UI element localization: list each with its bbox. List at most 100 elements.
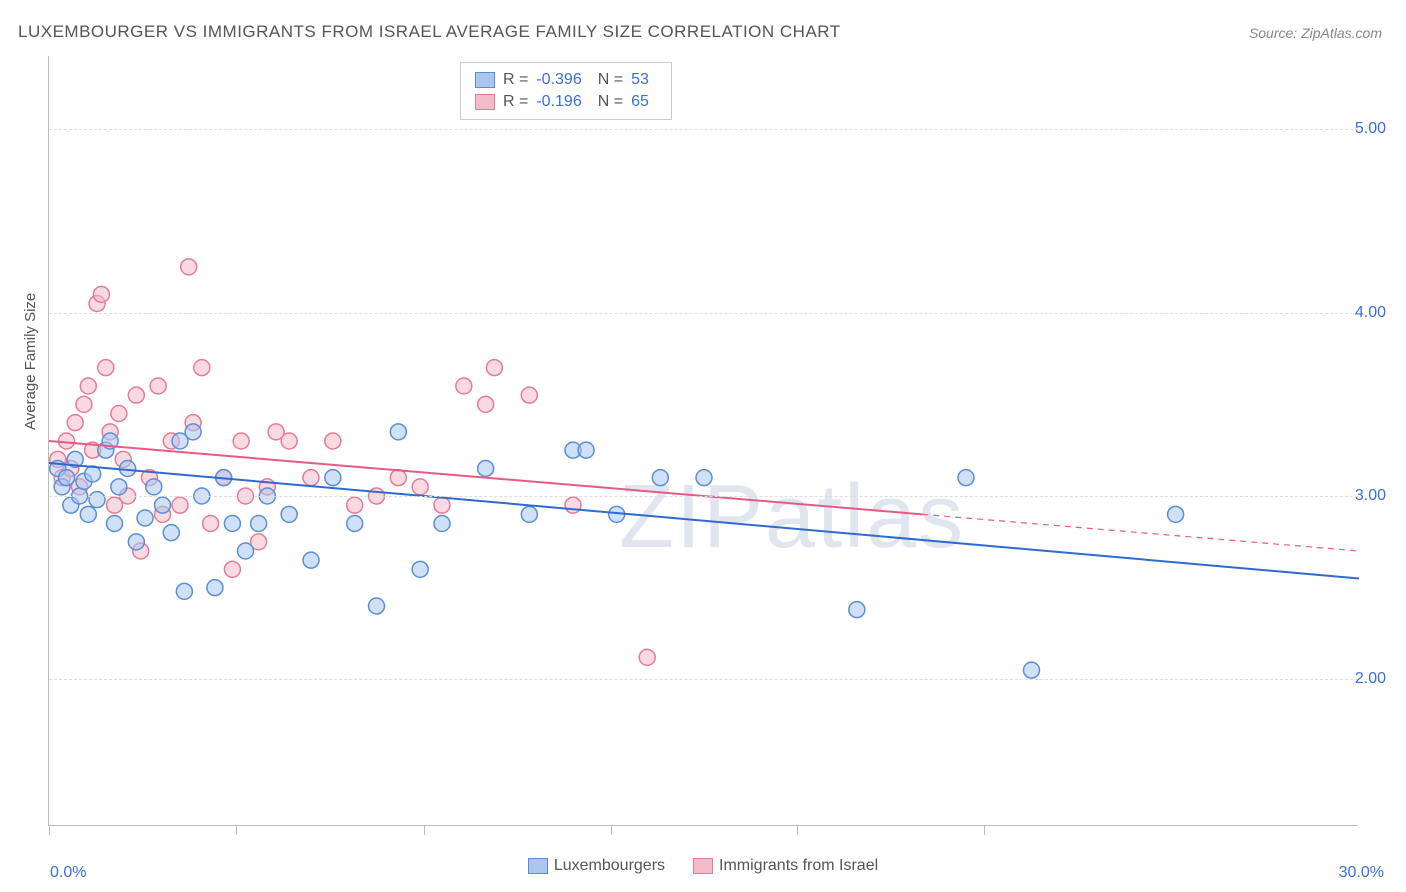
lux-point	[128, 534, 144, 550]
isr-point	[478, 396, 494, 412]
legend-stat-row: R = -0.396 N = 53	[475, 69, 657, 91]
r-value: -0.396	[536, 71, 581, 89]
n-value: 53	[631, 71, 649, 89]
isr-point	[93, 286, 109, 302]
isr-point	[150, 378, 166, 394]
isr-point	[281, 433, 297, 449]
lux-point	[347, 516, 363, 532]
isr-point	[390, 470, 406, 486]
x-axis-max: 30.0%	[1339, 864, 1384, 882]
y-tick-label: 2.00	[1355, 670, 1386, 688]
legend-swatch	[693, 858, 713, 874]
lux-point	[85, 466, 101, 482]
r-label: R =	[503, 93, 528, 111]
lux-point	[281, 506, 297, 522]
gridline	[49, 496, 1358, 497]
source-attribution: Source: ZipAtlas.com	[1249, 25, 1382, 41]
plot-area: ZIPatlas	[48, 56, 1358, 826]
isr-point	[194, 360, 210, 376]
lux-point	[89, 492, 105, 508]
lux-point	[958, 470, 974, 486]
legend-stat-row: R = -0.196 N = 65	[475, 91, 657, 113]
plot-svg	[49, 56, 1358, 825]
lux-point	[521, 506, 537, 522]
isr-point	[233, 433, 249, 449]
x-tick	[424, 825, 425, 835]
legend-item: Luxembourgers	[528, 857, 665, 875]
n-value: 65	[631, 93, 649, 111]
isr-point	[456, 378, 472, 394]
isr-point	[434, 497, 450, 513]
lux-point	[390, 424, 406, 440]
isr-point	[412, 479, 428, 495]
x-axis-min: 0.0%	[50, 864, 86, 882]
isr-point	[181, 259, 197, 275]
gridline	[49, 129, 1358, 130]
lux-point	[849, 602, 865, 618]
legend-stats: R = -0.396 N = 53 R = -0.196 N = 65	[460, 62, 672, 120]
isr-point	[80, 378, 96, 394]
lux-point	[325, 470, 341, 486]
lux-point	[652, 470, 668, 486]
x-tick	[797, 825, 798, 835]
isr-point	[172, 497, 188, 513]
legend-swatch	[528, 858, 548, 874]
x-tick	[49, 825, 50, 835]
y-axis-label: Average Family Size	[22, 293, 39, 430]
lux-point	[80, 506, 96, 522]
legend-swatch	[475, 94, 495, 110]
isr-point	[486, 360, 502, 376]
gridline	[49, 313, 1358, 314]
lux-point	[176, 583, 192, 599]
chart-container: LUXEMBOURGER VS IMMIGRANTS FROM ISRAEL A…	[0, 0, 1406, 892]
lux-point	[185, 424, 201, 440]
lux-point	[146, 479, 162, 495]
y-tick-label: 5.00	[1355, 120, 1386, 138]
lux-point	[111, 479, 127, 495]
lux-point	[696, 470, 712, 486]
legend-label: Immigrants from Israel	[719, 857, 878, 875]
y-tick-label: 4.00	[1355, 304, 1386, 322]
isr-point	[76, 396, 92, 412]
y-tick-label: 3.00	[1355, 487, 1386, 505]
x-tick	[611, 825, 612, 835]
isr-point	[347, 497, 363, 513]
isr-point	[128, 387, 144, 403]
lux-point	[412, 561, 428, 577]
r-value: -0.196	[536, 93, 581, 111]
legend-label: Luxembourgers	[554, 857, 665, 875]
isr-point	[98, 360, 114, 376]
n-label: N =	[598, 93, 623, 111]
legend-swatch	[475, 72, 495, 88]
lux-point	[578, 442, 594, 458]
isr-point	[325, 433, 341, 449]
chart-title: LUXEMBOURGER VS IMMIGRANTS FROM ISRAEL A…	[18, 22, 841, 42]
lux-point	[238, 543, 254, 559]
lux-point	[1168, 506, 1184, 522]
lux-point	[303, 552, 319, 568]
legend-item: Immigrants from Israel	[693, 857, 878, 875]
x-tick	[236, 825, 237, 835]
lux-point	[155, 497, 171, 513]
lux-point	[137, 510, 153, 526]
isr-point	[565, 497, 581, 513]
gridline	[49, 679, 1358, 680]
n-label: N =	[598, 71, 623, 89]
isr-point	[303, 470, 319, 486]
lux-point	[224, 516, 240, 532]
isr-point	[521, 387, 537, 403]
isr-point	[639, 649, 655, 665]
lux-point	[107, 516, 123, 532]
lux-point	[478, 461, 494, 477]
lux-point	[163, 525, 179, 541]
lux-point	[58, 470, 74, 486]
isr-point	[224, 561, 240, 577]
isr-point	[111, 406, 127, 422]
isr-point	[67, 415, 83, 431]
x-tick	[984, 825, 985, 835]
lux-point	[1024, 662, 1040, 678]
r-label: R =	[503, 71, 528, 89]
lux-point	[434, 516, 450, 532]
lux-point	[207, 580, 223, 596]
lux-point	[369, 598, 385, 614]
